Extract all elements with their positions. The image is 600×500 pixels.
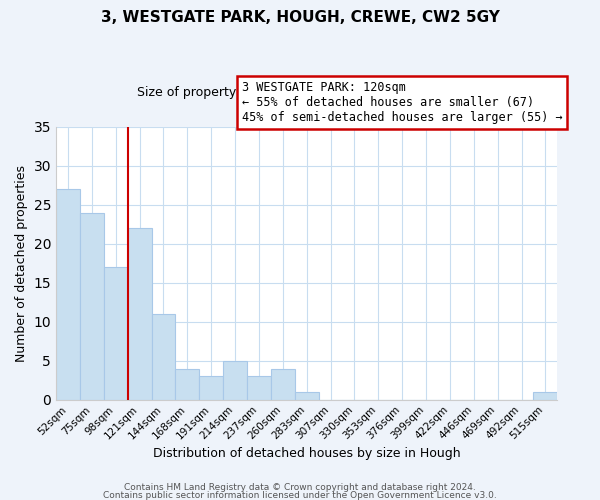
Bar <box>223 360 247 400</box>
Bar <box>533 392 557 400</box>
Text: Contains public sector information licensed under the Open Government Licence v3: Contains public sector information licen… <box>103 490 497 500</box>
Title: Size of property relative to detached houses in Hough: Size of property relative to detached ho… <box>137 86 476 100</box>
Text: 3 WESTGATE PARK: 120sqm
← 55% of detached houses are smaller (67)
45% of semi-de: 3 WESTGATE PARK: 120sqm ← 55% of detache… <box>242 81 562 124</box>
Bar <box>199 376 223 400</box>
Bar <box>128 228 152 400</box>
Bar <box>104 267 128 400</box>
Text: 3, WESTGATE PARK, HOUGH, CREWE, CW2 5GY: 3, WESTGATE PARK, HOUGH, CREWE, CW2 5GY <box>101 10 499 25</box>
Bar <box>271 368 295 400</box>
Y-axis label: Number of detached properties: Number of detached properties <box>15 165 28 362</box>
Bar <box>56 189 80 400</box>
Bar <box>152 314 175 400</box>
Bar <box>80 212 104 400</box>
Text: Contains HM Land Registry data © Crown copyright and database right 2024.: Contains HM Land Registry data © Crown c… <box>124 484 476 492</box>
X-axis label: Distribution of detached houses by size in Hough: Distribution of detached houses by size … <box>153 447 460 460</box>
Bar <box>175 368 199 400</box>
Bar <box>295 392 319 400</box>
Bar <box>247 376 271 400</box>
